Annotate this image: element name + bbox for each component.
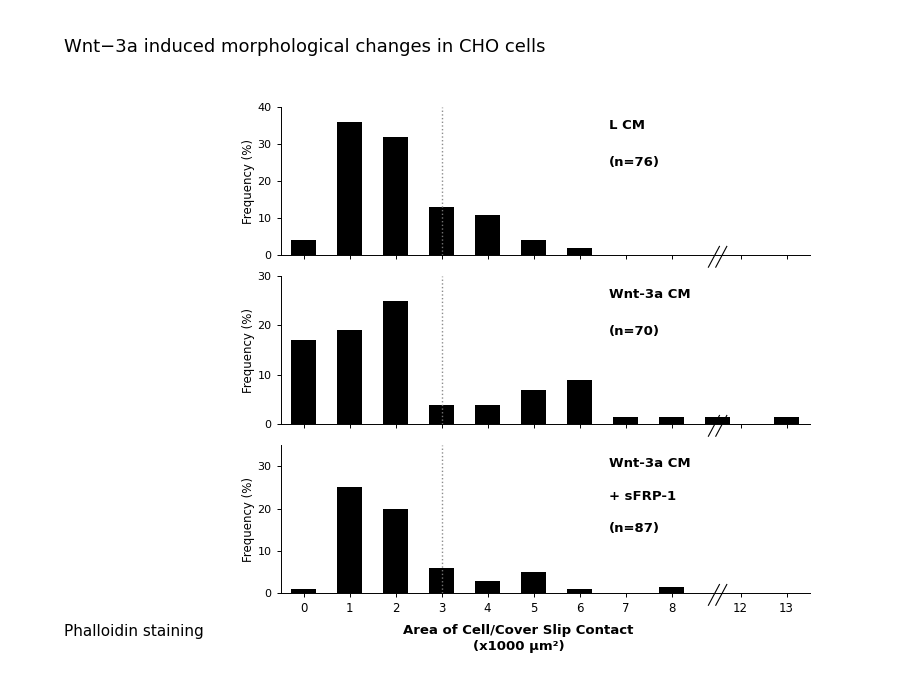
Bar (520, 572, 546, 593)
Bar (382, 301, 408, 424)
Bar (290, 241, 316, 255)
Text: Wnt-3a CM: Wnt-3a CM (608, 288, 689, 301)
Text: L CM: L CM (608, 119, 644, 132)
Bar (566, 380, 592, 424)
Bar (566, 248, 592, 255)
Y-axis label: Frequency (%): Frequency (%) (242, 308, 255, 393)
Bar (566, 589, 592, 593)
Bar (658, 417, 684, 424)
Bar (428, 207, 454, 255)
Text: Wnt-3a CM: Wnt-3a CM (74, 284, 140, 297)
Text: (n=70): (n=70) (608, 325, 659, 338)
Bar (474, 404, 500, 424)
Text: +sFRP-1: +sFRP-1 (74, 475, 124, 488)
Bar (336, 122, 362, 255)
Text: L CM: L CM (74, 115, 103, 128)
Bar (520, 390, 546, 424)
Bar (382, 137, 408, 255)
Y-axis label: Frequency (%): Frequency (%) (242, 477, 255, 562)
Text: Area of Cell/Cover Slip Contact: Area of Cell/Cover Slip Contact (403, 624, 633, 638)
Bar (520, 241, 546, 255)
Text: Wnt-3a CM: Wnt-3a CM (74, 453, 140, 466)
Bar (773, 417, 799, 424)
Bar (336, 487, 362, 593)
Bar (382, 509, 408, 593)
Text: (n=76): (n=76) (608, 156, 659, 169)
Text: (n=87): (n=87) (608, 522, 659, 535)
Bar (290, 340, 316, 424)
Bar (658, 587, 684, 593)
Bar (704, 417, 730, 424)
Text: (x1000 μm²): (x1000 μm²) (472, 640, 564, 653)
Y-axis label: Frequency (%): Frequency (%) (242, 139, 255, 224)
Bar (336, 331, 362, 424)
Bar (428, 568, 454, 593)
Text: Wnt-3a CM: Wnt-3a CM (608, 457, 689, 470)
Bar (612, 417, 638, 424)
Bar (474, 215, 500, 255)
Text: Phalloidin staining: Phalloidin staining (64, 624, 204, 640)
Bar (474, 581, 500, 593)
Text: Wnt−3a induced morphological changes in CHO cells: Wnt−3a induced morphological changes in … (64, 38, 545, 56)
Bar (428, 404, 454, 424)
Text: + sFRP-1: + sFRP-1 (608, 490, 675, 502)
Bar (290, 589, 316, 593)
